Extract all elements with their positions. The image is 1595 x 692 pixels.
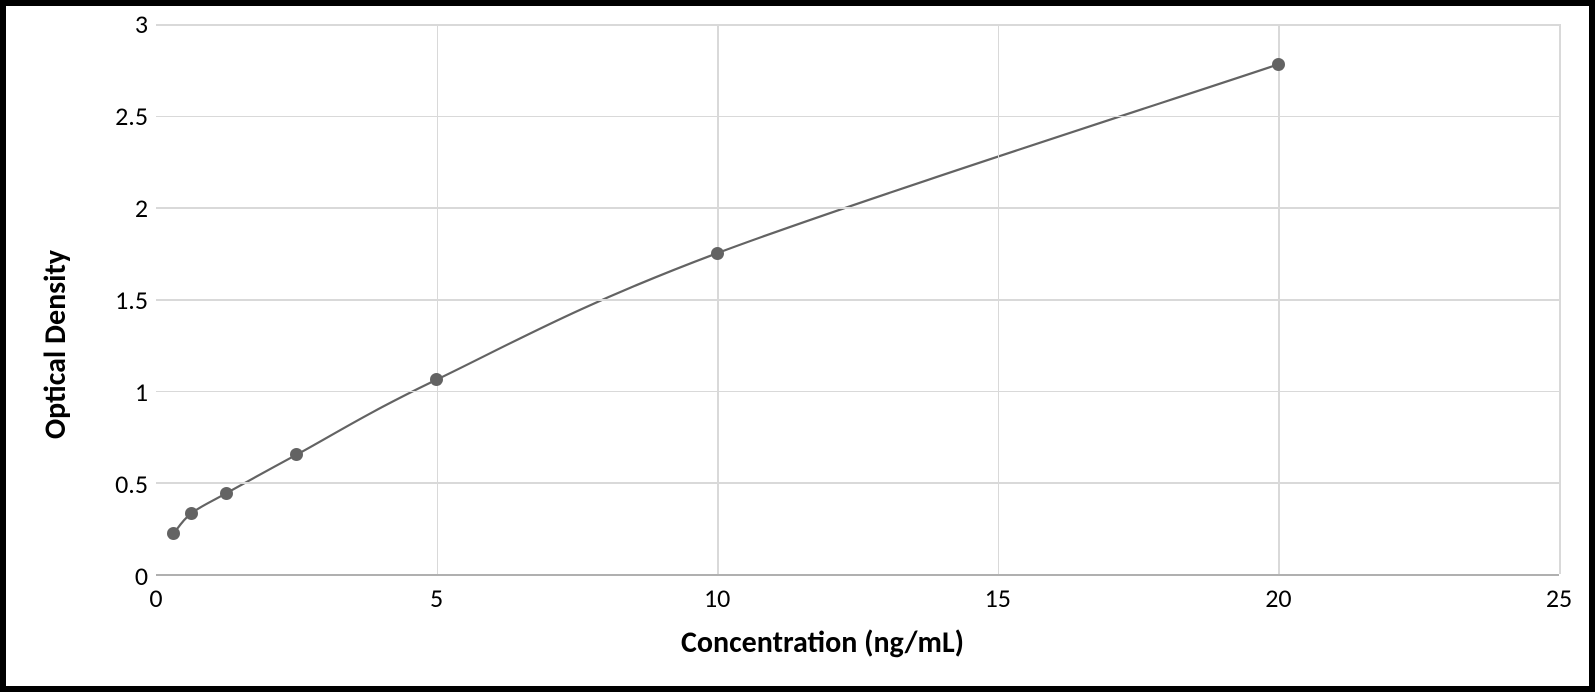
data-point-marker [220,487,233,500]
x-tick-label: 10 [704,582,730,614]
x-tick-label: 0 [149,582,162,614]
y-axis-title-col: Optical Density [26,24,86,664]
y-tick-label: 2.5 [115,100,148,132]
h-gridline [156,482,1559,484]
y-tick-label: 0.5 [115,468,148,500]
y-tick-label: 2 [135,192,148,224]
plot-box [156,24,1559,576]
x-tick-label: 25 [1546,582,1572,614]
y-tick-label: 1.5 [115,284,148,316]
plot-area [156,24,1559,576]
chart-main-col: 00.511.522.53 0510152025 Concentration (… [86,24,1559,664]
chart-wrap: Optical Density 0 0.5 1 1.5 2 2.5 3 0 5 10 15 20 25… [6,6,1589,686]
y-tick-label: 3 [135,8,148,40]
v-gridline [998,24,1000,574]
x-tick-label: 20 [1265,582,1291,614]
y-axis-title: Optical Density [38,249,75,438]
data-point-marker [185,507,198,520]
h-gridline [156,391,1559,393]
x-axis-title-row: Concentration (ng/mL) [86,624,1559,664]
v-gridline [717,24,719,574]
y-tick-label: 1 [135,376,148,408]
data-point-marker [711,247,724,260]
h-gridline [156,24,1559,26]
x-tick-label: 15 [985,582,1011,614]
v-gridline [1559,24,1561,574]
x-axis-title: Concentration (ng/mL) [681,624,964,661]
x-tick-row: 0510152025 [86,576,1559,624]
h-gridline [156,299,1559,301]
h-gridline [156,116,1559,118]
data-point-marker [1272,58,1285,71]
chart-frame: Optical Density 0 0.5 1 1.5 2 2.5 3 0 5 10 15 20 25… [0,0,1595,692]
y-tick-label: 0 [135,560,148,592]
v-gridline [1278,24,1280,574]
v-gridline [437,24,439,574]
x-tick-labels: 0510152025 [156,576,1559,624]
x-tick-label: 5 [430,582,443,614]
plot-and-ylabels: 00.511.522.53 [86,24,1559,576]
h-gridline [156,207,1559,209]
y-tick-labels: 00.511.522.53 [86,24,156,576]
